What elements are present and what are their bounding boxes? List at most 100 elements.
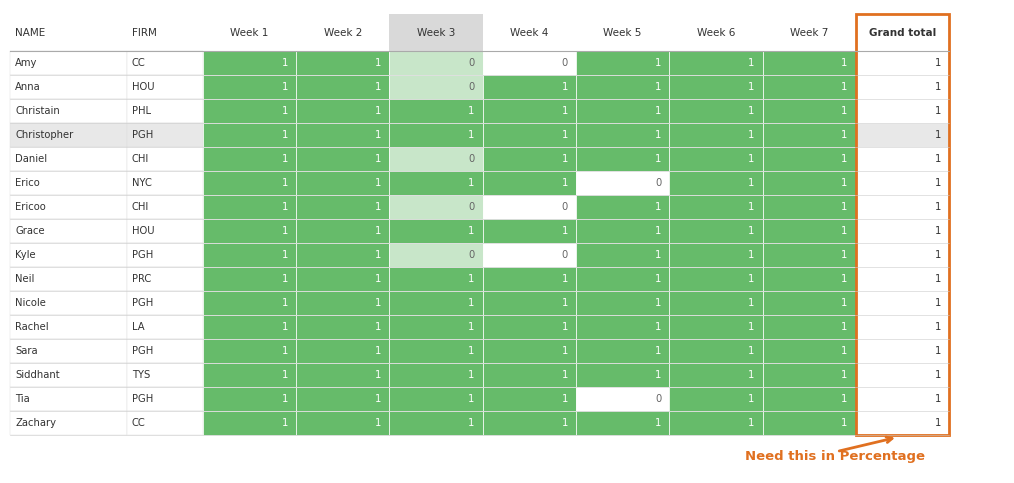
Text: Daniel: Daniel bbox=[15, 154, 48, 164]
Text: 1: 1 bbox=[935, 178, 941, 188]
Bar bbox=[10, 99, 127, 123]
Text: 1: 1 bbox=[842, 322, 848, 332]
Text: Week 1: Week 1 bbox=[230, 28, 269, 38]
Bar bbox=[483, 291, 576, 315]
Text: Christopher: Christopher bbox=[15, 130, 73, 140]
Text: Week 4: Week 4 bbox=[510, 28, 549, 38]
Bar bbox=[576, 147, 669, 170]
Text: 1: 1 bbox=[375, 202, 381, 212]
Bar bbox=[389, 195, 483, 219]
Bar bbox=[856, 14, 949, 435]
Bar bbox=[576, 219, 669, 243]
Bar bbox=[669, 147, 763, 170]
Bar bbox=[127, 411, 203, 435]
Text: 1: 1 bbox=[748, 250, 754, 260]
Text: 1: 1 bbox=[468, 226, 475, 236]
Bar bbox=[296, 339, 389, 363]
Bar bbox=[296, 243, 389, 267]
Text: 1: 1 bbox=[282, 322, 288, 332]
Bar bbox=[127, 387, 203, 411]
Bar bbox=[483, 99, 576, 123]
Text: 1: 1 bbox=[655, 82, 661, 92]
Text: 1: 1 bbox=[748, 346, 754, 355]
Text: 1: 1 bbox=[375, 418, 381, 428]
Bar bbox=[763, 339, 856, 363]
Bar bbox=[296, 195, 389, 219]
Text: 1: 1 bbox=[375, 369, 381, 380]
Bar bbox=[856, 243, 949, 267]
Bar bbox=[296, 291, 389, 315]
Text: 1: 1 bbox=[375, 346, 381, 355]
Bar bbox=[576, 339, 669, 363]
Text: 1: 1 bbox=[842, 250, 848, 260]
Text: PGH: PGH bbox=[132, 298, 153, 308]
Bar bbox=[389, 75, 483, 99]
Bar bbox=[669, 99, 763, 123]
Bar bbox=[763, 411, 856, 435]
Bar bbox=[296, 387, 389, 411]
Text: 1: 1 bbox=[748, 322, 754, 332]
Text: HOU: HOU bbox=[132, 226, 154, 236]
Bar bbox=[203, 291, 296, 315]
Bar bbox=[763, 75, 856, 99]
Text: 1: 1 bbox=[748, 178, 754, 188]
Text: 1: 1 bbox=[375, 274, 381, 284]
Bar bbox=[669, 363, 763, 387]
Text: 1: 1 bbox=[935, 82, 941, 92]
Bar bbox=[10, 170, 127, 195]
Bar bbox=[856, 267, 949, 291]
Bar bbox=[669, 387, 763, 411]
Bar bbox=[389, 363, 483, 387]
Bar bbox=[763, 123, 856, 147]
Bar bbox=[856, 339, 949, 363]
Text: 1: 1 bbox=[468, 394, 475, 404]
Bar bbox=[10, 315, 127, 339]
Text: 1: 1 bbox=[655, 369, 661, 380]
Text: 1: 1 bbox=[375, 82, 381, 92]
Bar bbox=[483, 363, 576, 387]
Text: 1: 1 bbox=[282, 346, 288, 355]
Bar bbox=[389, 339, 483, 363]
Text: 0: 0 bbox=[562, 57, 568, 68]
Text: 1: 1 bbox=[842, 369, 848, 380]
Text: Week 7: Week 7 bbox=[790, 28, 828, 38]
Text: Need this in Percentage: Need this in Percentage bbox=[745, 450, 926, 463]
Bar bbox=[203, 363, 296, 387]
Bar bbox=[203, 219, 296, 243]
Text: 1: 1 bbox=[562, 178, 568, 188]
Bar bbox=[483, 147, 576, 170]
Text: 1: 1 bbox=[842, 130, 848, 140]
Bar bbox=[763, 219, 856, 243]
Text: 1: 1 bbox=[282, 394, 288, 404]
Text: 1: 1 bbox=[375, 250, 381, 260]
Bar bbox=[203, 339, 296, 363]
Text: 1: 1 bbox=[842, 226, 848, 236]
Text: 1: 1 bbox=[842, 154, 848, 164]
Text: 1: 1 bbox=[282, 250, 288, 260]
Bar bbox=[856, 195, 949, 219]
Bar bbox=[203, 411, 296, 435]
Text: 1: 1 bbox=[842, 178, 848, 188]
Text: Zachary: Zachary bbox=[15, 418, 56, 428]
Text: 1: 1 bbox=[282, 369, 288, 380]
Text: NYC: NYC bbox=[132, 178, 152, 188]
Text: 1: 1 bbox=[562, 226, 568, 236]
Bar bbox=[10, 195, 127, 219]
Bar bbox=[389, 14, 483, 51]
Bar bbox=[389, 51, 483, 75]
Bar bbox=[669, 170, 763, 195]
Bar bbox=[389, 411, 483, 435]
Text: CHI: CHI bbox=[132, 202, 149, 212]
Bar bbox=[10, 51, 127, 75]
Bar bbox=[127, 123, 203, 147]
Text: Kyle: Kyle bbox=[15, 250, 35, 260]
Text: 1: 1 bbox=[375, 322, 381, 332]
Text: 1: 1 bbox=[282, 274, 288, 284]
Text: 0: 0 bbox=[562, 250, 568, 260]
Bar bbox=[203, 195, 296, 219]
Text: Nicole: Nicole bbox=[15, 298, 46, 308]
Bar bbox=[576, 291, 669, 315]
Text: 1: 1 bbox=[935, 202, 941, 212]
Bar bbox=[576, 267, 669, 291]
Text: 1: 1 bbox=[375, 154, 381, 164]
